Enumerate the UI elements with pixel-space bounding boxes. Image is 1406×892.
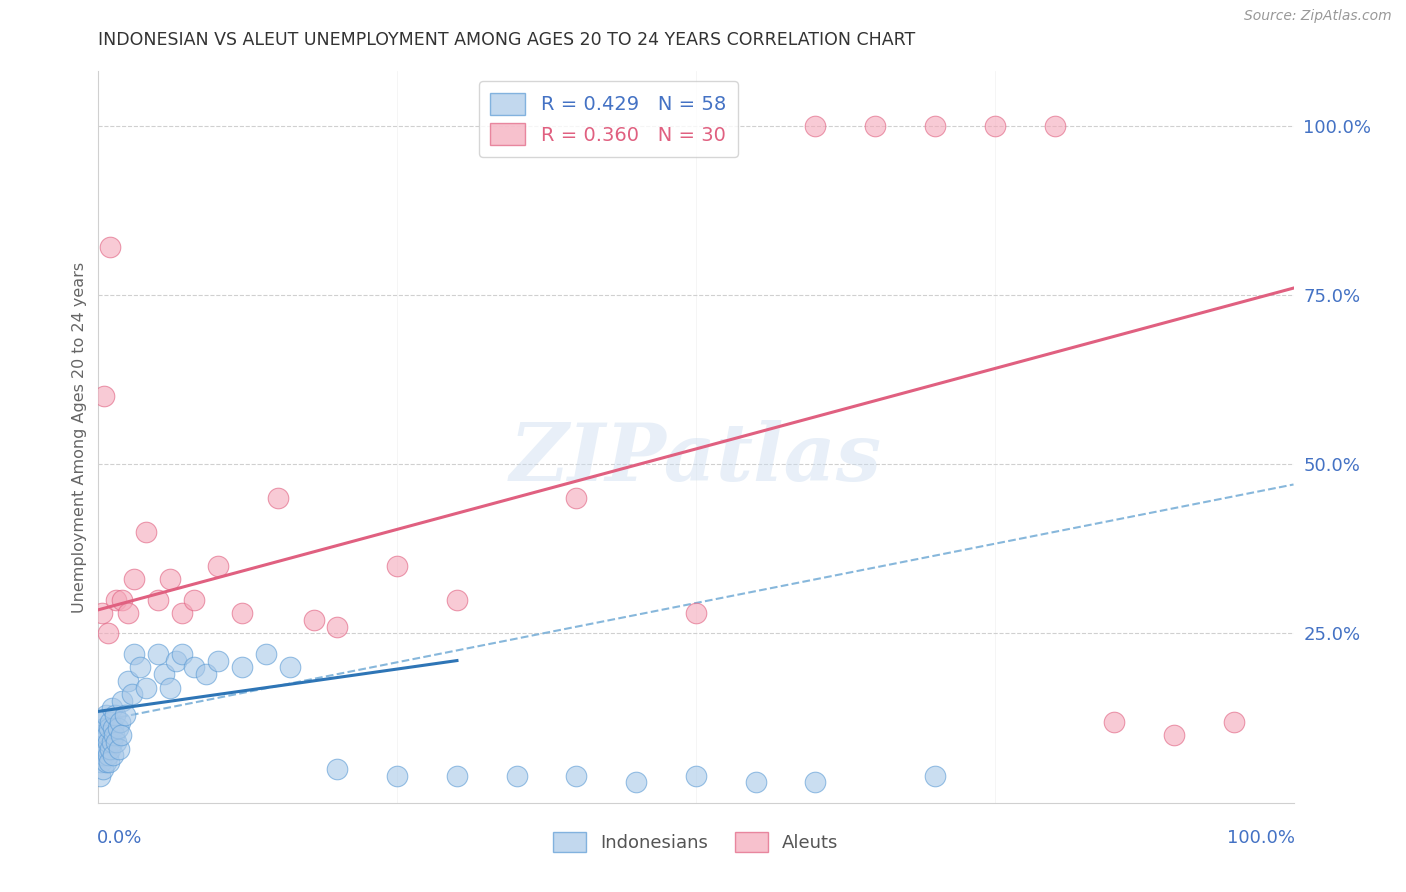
Point bbox=[94, 755, 117, 769]
Point bbox=[924, 769, 946, 783]
Text: 0.0%: 0.0% bbox=[97, 829, 142, 847]
Point bbox=[326, 762, 349, 776]
Point bbox=[117, 673, 139, 688]
Point bbox=[96, 741, 118, 756]
Point bbox=[105, 735, 128, 749]
Point bbox=[103, 728, 125, 742]
Point bbox=[924, 119, 946, 133]
Point bbox=[172, 647, 194, 661]
Point bbox=[97, 748, 120, 763]
Point bbox=[135, 681, 157, 695]
Point bbox=[91, 606, 114, 620]
Point bbox=[93, 721, 115, 735]
Legend: Indonesians, Aleuts: Indonesians, Aleuts bbox=[546, 824, 846, 860]
Point bbox=[107, 741, 129, 756]
Point bbox=[153, 667, 176, 681]
Point bbox=[685, 769, 707, 783]
Point bbox=[110, 728, 132, 742]
Point bbox=[984, 119, 1007, 133]
Point bbox=[385, 558, 409, 573]
Point bbox=[94, 707, 117, 722]
Point bbox=[1043, 119, 1066, 133]
Text: Source: ZipAtlas.com: Source: ZipAtlas.com bbox=[1244, 9, 1392, 23]
Point bbox=[254, 647, 277, 661]
Point bbox=[135, 524, 157, 539]
Point bbox=[108, 714, 131, 729]
Point bbox=[91, 714, 114, 729]
Point bbox=[1163, 728, 1185, 742]
Point bbox=[114, 707, 136, 722]
Point bbox=[385, 769, 409, 783]
Point bbox=[804, 775, 827, 789]
Point bbox=[97, 735, 120, 749]
Point bbox=[90, 755, 112, 769]
Point bbox=[565, 769, 588, 783]
Point bbox=[98, 240, 122, 254]
Text: 100.0%: 100.0% bbox=[1226, 829, 1295, 847]
Point bbox=[124, 572, 146, 586]
Point bbox=[804, 119, 827, 133]
Point bbox=[129, 660, 152, 674]
Point bbox=[98, 741, 122, 756]
Text: ZIPatlas: ZIPatlas bbox=[510, 420, 882, 498]
Point bbox=[97, 626, 120, 640]
Y-axis label: Unemployment Among Ages 20 to 24 years: Unemployment Among Ages 20 to 24 years bbox=[72, 261, 87, 613]
Point bbox=[183, 592, 205, 607]
Point bbox=[104, 707, 127, 722]
Point bbox=[302, 613, 325, 627]
Point bbox=[231, 606, 253, 620]
Point bbox=[165, 654, 187, 668]
Point bbox=[111, 694, 134, 708]
Point bbox=[172, 606, 194, 620]
Point bbox=[267, 491, 290, 505]
Point bbox=[98, 721, 121, 735]
Point bbox=[1104, 714, 1126, 729]
Point bbox=[148, 647, 170, 661]
Point bbox=[98, 755, 121, 769]
Text: INDONESIAN VS ALEUT UNEMPLOYMENT AMONG AGES 20 TO 24 YEARS CORRELATION CHART: INDONESIAN VS ALEUT UNEMPLOYMENT AMONG A… bbox=[98, 31, 915, 49]
Point bbox=[745, 775, 768, 789]
Point bbox=[506, 769, 529, 783]
Point bbox=[93, 389, 115, 403]
Point bbox=[90, 728, 112, 742]
Point bbox=[100, 735, 122, 749]
Point bbox=[207, 654, 229, 668]
Point bbox=[91, 762, 114, 776]
Point bbox=[148, 592, 170, 607]
Point bbox=[207, 558, 229, 573]
Point bbox=[105, 592, 128, 607]
Point bbox=[107, 721, 129, 735]
Point bbox=[100, 701, 122, 715]
Point bbox=[111, 592, 134, 607]
Point bbox=[231, 660, 253, 674]
Point bbox=[626, 775, 648, 789]
Point bbox=[865, 119, 887, 133]
Point bbox=[117, 606, 139, 620]
Point bbox=[1223, 714, 1246, 729]
Point bbox=[446, 769, 468, 783]
Point bbox=[93, 748, 115, 763]
Point bbox=[446, 592, 468, 607]
Point bbox=[121, 688, 143, 702]
Point bbox=[278, 660, 301, 674]
Point bbox=[124, 647, 146, 661]
Point bbox=[96, 728, 118, 742]
Point bbox=[195, 667, 218, 681]
Point bbox=[326, 620, 349, 634]
Point bbox=[98, 714, 122, 729]
Point bbox=[89, 769, 111, 783]
Point bbox=[91, 741, 114, 756]
Point bbox=[685, 606, 707, 620]
Point bbox=[101, 748, 124, 763]
Point bbox=[159, 681, 181, 695]
Point bbox=[101, 721, 124, 735]
Point bbox=[565, 491, 588, 505]
Point bbox=[91, 735, 114, 749]
Point bbox=[183, 660, 205, 674]
Point bbox=[159, 572, 181, 586]
